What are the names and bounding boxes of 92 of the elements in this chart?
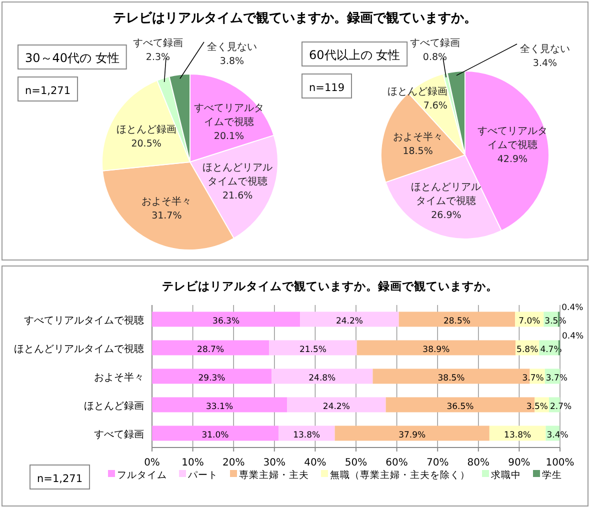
chart-title: テレビはリアルタイムで観ていますか。録画で観ていますか。 [113, 11, 477, 26]
y-tick-label: すべてリアルタイムで視聴 [24, 314, 144, 326]
bar [269, 340, 357, 356]
x-tick-label: 10% [182, 458, 204, 468]
text: n=1,271 [37, 473, 83, 485]
data-label: 5.8% [516, 344, 538, 355]
text: n=119 [309, 82, 344, 94]
y-tick-label: すべて録画 [94, 429, 144, 440]
data-label: 13.8% [504, 430, 532, 440]
data-label: 28.5% [443, 316, 470, 326]
bar [152, 426, 278, 441]
data-label: 3.4% [546, 430, 568, 440]
x-tick-label: 90% [508, 458, 530, 468]
bar [398, 312, 516, 327]
data-label: 28.7% [197, 344, 224, 355]
data-label: 31.7% [152, 210, 182, 222]
bar [287, 397, 386, 412]
data-label: 36.3% [212, 316, 240, 326]
data-label: 7.0% [518, 316, 540, 326]
x-tick-label: 20% [222, 458, 245, 468]
data-label: 21.6% [222, 190, 253, 202]
legend-label: 学生 [542, 469, 562, 481]
data-label: 3.7% [522, 373, 544, 384]
data-label: 31.0% [202, 430, 229, 440]
slice-label: ほとんど録画 [116, 124, 176, 136]
data-label: 0.4% [562, 302, 584, 313]
slice-label: およそ半々 [142, 195, 192, 208]
data-label: 24.8% [308, 373, 336, 384]
legend-label: 無職（専業主婦・主夫を除く） [330, 469, 470, 481]
bar [300, 312, 399, 327]
x-tick-label: 70% [426, 458, 449, 468]
slice-label: すべてリアルタイムで視聴 [478, 126, 548, 152]
chart-title: テレビはリアルタイムで観ていますか。録画で観ていますか。 [162, 279, 498, 293]
data-label: 2.7% [550, 402, 572, 412]
data-label: 7.6% [423, 100, 448, 112]
slice-label: ほとんどリアルタイムで視聴 [202, 162, 273, 188]
slice-label: すべて録画 [410, 38, 460, 49]
bar [272, 368, 373, 384]
data-label: 3.7% [546, 373, 568, 384]
bar [152, 397, 288, 412]
data-label: 29.3% [198, 373, 226, 384]
x-tick-label: 50% [344, 458, 368, 468]
data-label: 36.5% [446, 402, 474, 412]
data-label: 20.5% [131, 138, 162, 150]
x-tick-label: 0% [144, 458, 160, 468]
data-label: 0.4% [562, 331, 584, 342]
data-label: 20.1% [214, 130, 244, 142]
legend-label: パート [187, 470, 218, 481]
data-label: 33.1% [206, 402, 234, 412]
x-tick-label: 40% [304, 458, 326, 468]
x-tick-label: 100% [546, 458, 574, 468]
y-tick-label: およそ半々 [94, 371, 144, 384]
data-label: 2.3% [146, 52, 170, 63]
slice-label: ほとんどリアルタイムで視聴 [411, 182, 482, 207]
data-label: 21.5% [299, 344, 326, 355]
legend-label: 求職中 [491, 469, 521, 481]
legend-label: 専業主婦・主夫 [239, 469, 309, 481]
data-label: 24.2% [336, 316, 363, 326]
y-tick-label: ほとんどリアルタイムで視聴 [14, 342, 144, 355]
data-label: 3.5% [526, 402, 548, 412]
bar [278, 426, 335, 441]
data-label: 3.4% [532, 58, 558, 69]
bar [152, 368, 272, 384]
legend-label: フルタイム [117, 470, 167, 481]
data-label: 3.5% [544, 316, 566, 326]
slice-label: およそ半々 [392, 130, 443, 143]
slice-label: すべて録画 [133, 38, 183, 49]
y-tick-label: ほとんど録画 [84, 400, 144, 412]
data-label: 3.8% [220, 56, 244, 67]
bar [152, 312, 300, 327]
x-tick-label: 80% [467, 458, 490, 468]
slice-label: 全く見ない [207, 41, 257, 53]
bar [334, 426, 490, 441]
data-label: 37.9% [398, 430, 426, 440]
data-label: 13.8% [293, 430, 320, 440]
text: 60代以上の 女性 [309, 48, 400, 62]
data-label: 38.9% [422, 344, 450, 355]
data-label: 38.5% [438, 373, 465, 384]
data-label: 42.9% [497, 154, 528, 166]
data-label: 26.9% [431, 210, 462, 221]
slice-label: ほとんど録画 [387, 86, 448, 98]
bar [356, 340, 516, 356]
data-label: 18.5% [402, 146, 433, 157]
bar [152, 340, 270, 356]
data-label: 24.2% [322, 402, 350, 412]
x-tick-label: 30% [263, 458, 286, 468]
slice-label: すべてリアルタイムで視聴 [194, 102, 264, 128]
data-label: 0.8% [422, 52, 448, 63]
slice-label: 全く見ない [520, 43, 570, 55]
x-tick-label: 60% [386, 458, 408, 468]
text: n=1,271 [25, 85, 71, 97]
text: 30～40代の 女性 [25, 51, 120, 65]
